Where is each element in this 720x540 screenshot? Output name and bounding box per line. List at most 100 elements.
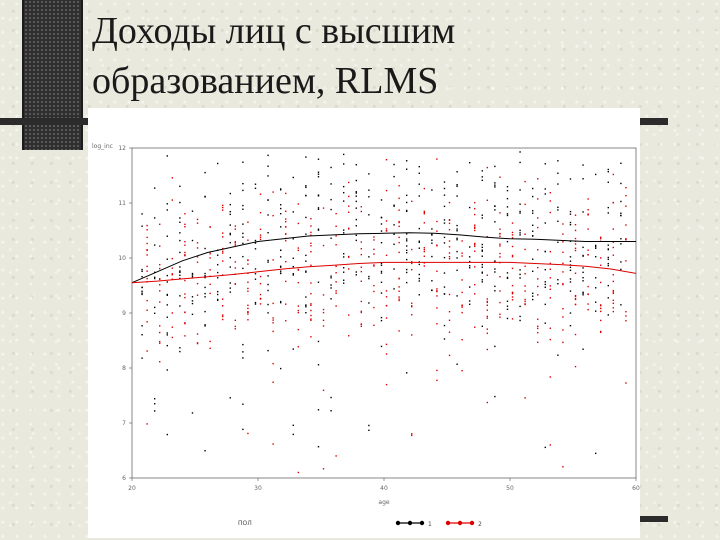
data-point — [549, 200, 552, 202]
data-point — [342, 232, 345, 234]
data-point — [612, 310, 615, 313]
data-point — [166, 433, 168, 436]
data-point — [368, 302, 370, 304]
data-point — [594, 256, 597, 258]
data-point — [448, 252, 451, 254]
data-point — [411, 334, 413, 336]
data-point — [297, 346, 300, 348]
data-point — [267, 283, 269, 286]
data-point — [234, 325, 237, 328]
data-point — [519, 203, 521, 205]
data-point — [620, 243, 622, 245]
data-point — [204, 275, 206, 277]
data-point — [612, 289, 615, 292]
data-point — [179, 295, 181, 297]
data-point — [234, 267, 237, 269]
data-point — [423, 255, 426, 257]
data-point — [499, 301, 501, 304]
data-point — [468, 300, 471, 302]
data-point — [204, 296, 206, 298]
data-point — [612, 254, 615, 256]
data-point — [385, 353, 388, 355]
y-tick-label: 11 — [118, 200, 126, 207]
data-point — [166, 293, 168, 296]
data-point — [494, 260, 496, 262]
data-point — [153, 187, 156, 189]
data-point — [549, 268, 552, 271]
data-point — [305, 270, 307, 272]
data-point — [411, 261, 413, 263]
data-point — [229, 192, 231, 195]
data-point — [229, 291, 231, 293]
data-point — [506, 213, 509, 215]
data-point — [247, 432, 249, 435]
data-point — [317, 364, 320, 366]
data-point — [418, 241, 420, 243]
data-point — [196, 218, 199, 221]
data-point — [166, 332, 168, 334]
data-point — [279, 207, 282, 210]
data-point — [146, 224, 148, 227]
data-point — [607, 314, 609, 316]
title-line-2: образованием, RLMS — [92, 60, 439, 102]
data-point — [506, 189, 509, 192]
data-point — [423, 211, 426, 214]
data-point — [380, 345, 383, 348]
data-point — [574, 247, 577, 250]
data-point — [184, 223, 186, 226]
data-point — [247, 319, 249, 321]
data-point — [279, 204, 282, 206]
data-point — [405, 209, 408, 212]
data-point — [544, 268, 546, 271]
data-point — [607, 206, 609, 209]
data-point — [494, 290, 496, 292]
data-point — [234, 261, 237, 263]
data-point — [519, 232, 521, 234]
data-point — [272, 330, 274, 333]
data-point — [317, 281, 320, 283]
data-point — [209, 283, 211, 286]
data-point — [380, 270, 383, 273]
data-point — [179, 185, 181, 188]
data-point — [524, 180, 526, 183]
data-point — [607, 248, 609, 251]
data-point — [141, 213, 143, 215]
data-point — [171, 257, 174, 260]
data-point — [499, 176, 501, 178]
legend: ПОЛ 1 2 — [238, 520, 482, 528]
data-point — [524, 248, 526, 251]
data-point — [448, 256, 451, 258]
data-point — [292, 265, 294, 268]
data-point — [267, 289, 269, 292]
data-point — [229, 213, 231, 216]
data-point — [574, 297, 577, 300]
data-point — [191, 300, 194, 302]
data-point — [524, 300, 526, 303]
data-point — [398, 197, 400, 200]
y-tick-label: 12 — [118, 145, 126, 152]
data-point — [544, 286, 546, 288]
data-point — [297, 249, 300, 252]
data-point — [292, 424, 294, 427]
data-point — [310, 309, 312, 312]
legend-marker — [457, 520, 463, 526]
data-point — [380, 216, 383, 219]
data-point — [474, 266, 476, 268]
data-point — [179, 277, 181, 280]
data-point — [146, 254, 148, 256]
data-point — [317, 229, 320, 231]
data-point — [562, 241, 564, 243]
data-point — [625, 260, 627, 262]
data-point — [322, 308, 325, 311]
data-point — [184, 296, 186, 299]
data-point — [146, 249, 148, 252]
data-point — [474, 201, 476, 204]
data-point — [544, 283, 546, 286]
data-point — [272, 381, 274, 383]
data-point — [153, 271, 156, 273]
data-point — [468, 286, 471, 288]
data-point — [456, 257, 458, 259]
data-point — [418, 195, 420, 197]
data-point — [600, 330, 602, 333]
data-point — [418, 247, 420, 249]
